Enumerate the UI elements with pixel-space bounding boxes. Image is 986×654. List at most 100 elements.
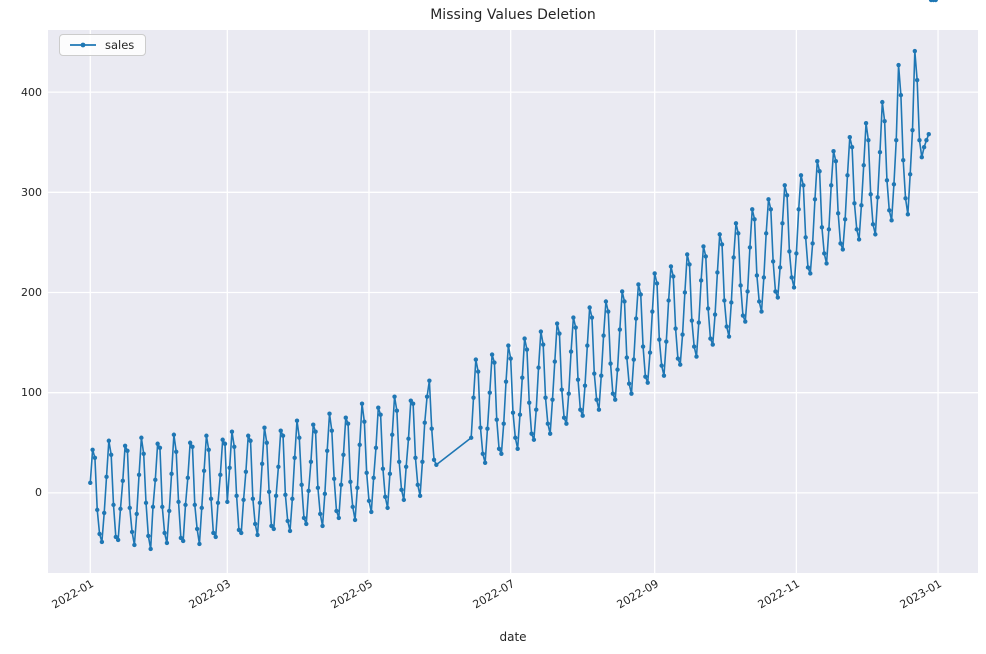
- data-point-marker: [761, 275, 767, 280]
- data-point-marker: [234, 493, 239, 499]
- data-point-marker: [596, 407, 602, 412]
- data-point-marker: [102, 510, 107, 516]
- data-point-marker: [536, 365, 541, 370]
- data-point-marker: [531, 437, 537, 442]
- data-point-marker: [680, 332, 685, 337]
- data-point-marker: [773, 289, 778, 294]
- data-point-marker: [691, 344, 697, 349]
- data-point-marker: [766, 197, 771, 202]
- data-point-marker: [603, 299, 609, 304]
- data-point-marker: [910, 127, 915, 133]
- data-point-marker: [108, 452, 114, 457]
- data-point-marker: [336, 515, 341, 521]
- data-point-marker: [167, 508, 172, 514]
- data-point-marker: [324, 448, 330, 453]
- data-point-marker: [594, 397, 599, 402]
- data-point-marker: [106, 438, 112, 443]
- data-point-marker: [722, 298, 727, 303]
- data-point-marker: [873, 232, 878, 237]
- data-point-marker: [227, 465, 232, 471]
- data-point-marker: [211, 530, 216, 536]
- data-point-marker: [422, 420, 427, 425]
- data-point-marker: [924, 138, 929, 143]
- data-point-marker: [696, 320, 702, 325]
- data-point-marker: [276, 464, 281, 469]
- data-point-marker: [283, 492, 288, 498]
- y-tick-label: 300: [21, 185, 42, 199]
- data-point-marker: [320, 523, 325, 529]
- data-point-marker: [327, 411, 332, 416]
- data-point-marker: [887, 208, 892, 213]
- data-point-marker: [415, 482, 420, 488]
- data-point-marker: [661, 373, 667, 378]
- data-point-marker: [329, 428, 335, 433]
- data-point-marker: [431, 457, 437, 462]
- data-point-marker: [654, 281, 660, 286]
- data-point-marker: [777, 265, 783, 270]
- data-point-marker: [178, 535, 184, 541]
- data-point-marker: [153, 477, 158, 483]
- data-point-marker: [842, 217, 848, 222]
- data-point-marker: [840, 247, 846, 252]
- data-point-marker: [420, 459, 425, 464]
- data-point-marker: [322, 491, 328, 497]
- data-point-marker: [650, 309, 655, 314]
- data-point-marker: [801, 183, 806, 188]
- data-point-marker: [796, 207, 801, 212]
- data-point-marker: [222, 441, 228, 446]
- data-point-marker: [745, 289, 750, 294]
- data-point-marker: [578, 407, 583, 412]
- data-point-marker: [262, 425, 267, 430]
- data-point-marker: [708, 336, 713, 341]
- data-point-marker: [919, 155, 924, 160]
- data-point-marker: [348, 479, 353, 485]
- y-tick-label: 200: [21, 285, 42, 299]
- data-point-marker: [903, 196, 908, 201]
- data-point-marker: [868, 192, 873, 197]
- data-point-marker: [246, 433, 251, 438]
- data-point-marker: [880, 99, 885, 105]
- data-point-marker: [220, 437, 225, 442]
- legend: sales: [59, 34, 147, 56]
- data-point-marker: [174, 449, 179, 454]
- data-point-marker: [378, 412, 383, 417]
- data-point-marker: [782, 183, 787, 188]
- data-point-marker: [201, 468, 207, 474]
- data-point-marker: [134, 511, 139, 517]
- data-point-marker: [912, 48, 918, 54]
- data-point-marker: [610, 391, 616, 396]
- legend-line-marker-icon: [70, 42, 96, 48]
- data-point-marker: [838, 241, 843, 246]
- data-point-marker: [557, 331, 562, 336]
- data-point-marker: [817, 169, 822, 174]
- data-point-marker: [297, 435, 302, 440]
- data-point-marker: [290, 496, 295, 502]
- data-point-marker: [380, 466, 386, 472]
- data-point-marker: [694, 354, 699, 359]
- data-point-marker: [645, 380, 650, 385]
- data-point-marker: [803, 235, 808, 240]
- data-point-marker: [754, 273, 760, 278]
- data-point-marker: [229, 429, 235, 434]
- data-point-marker: [180, 538, 186, 544]
- data-point-marker: [494, 417, 499, 422]
- data-point-marker: [826, 227, 832, 232]
- data-point-marker: [601, 333, 606, 338]
- data-point-marker: [571, 315, 576, 320]
- data-point-marker: [396, 459, 402, 464]
- data-point-marker: [534, 407, 539, 412]
- data-point-marker: [143, 500, 149, 506]
- data-point-marker: [394, 408, 400, 413]
- data-point-marker: [285, 518, 290, 524]
- data-point-marker: [429, 426, 434, 431]
- data-point-marker: [169, 471, 174, 477]
- data-point-marker: [606, 309, 611, 314]
- data-point-marker: [88, 480, 93, 486]
- data-point-marker: [585, 343, 590, 348]
- data-point-marker: [673, 326, 678, 331]
- data-point-marker: [724, 324, 729, 329]
- data-point-marker: [798, 173, 804, 178]
- data-point-marker: [306, 488, 311, 494]
- data-point-marker: [738, 283, 743, 288]
- data-point-marker: [480, 451, 486, 456]
